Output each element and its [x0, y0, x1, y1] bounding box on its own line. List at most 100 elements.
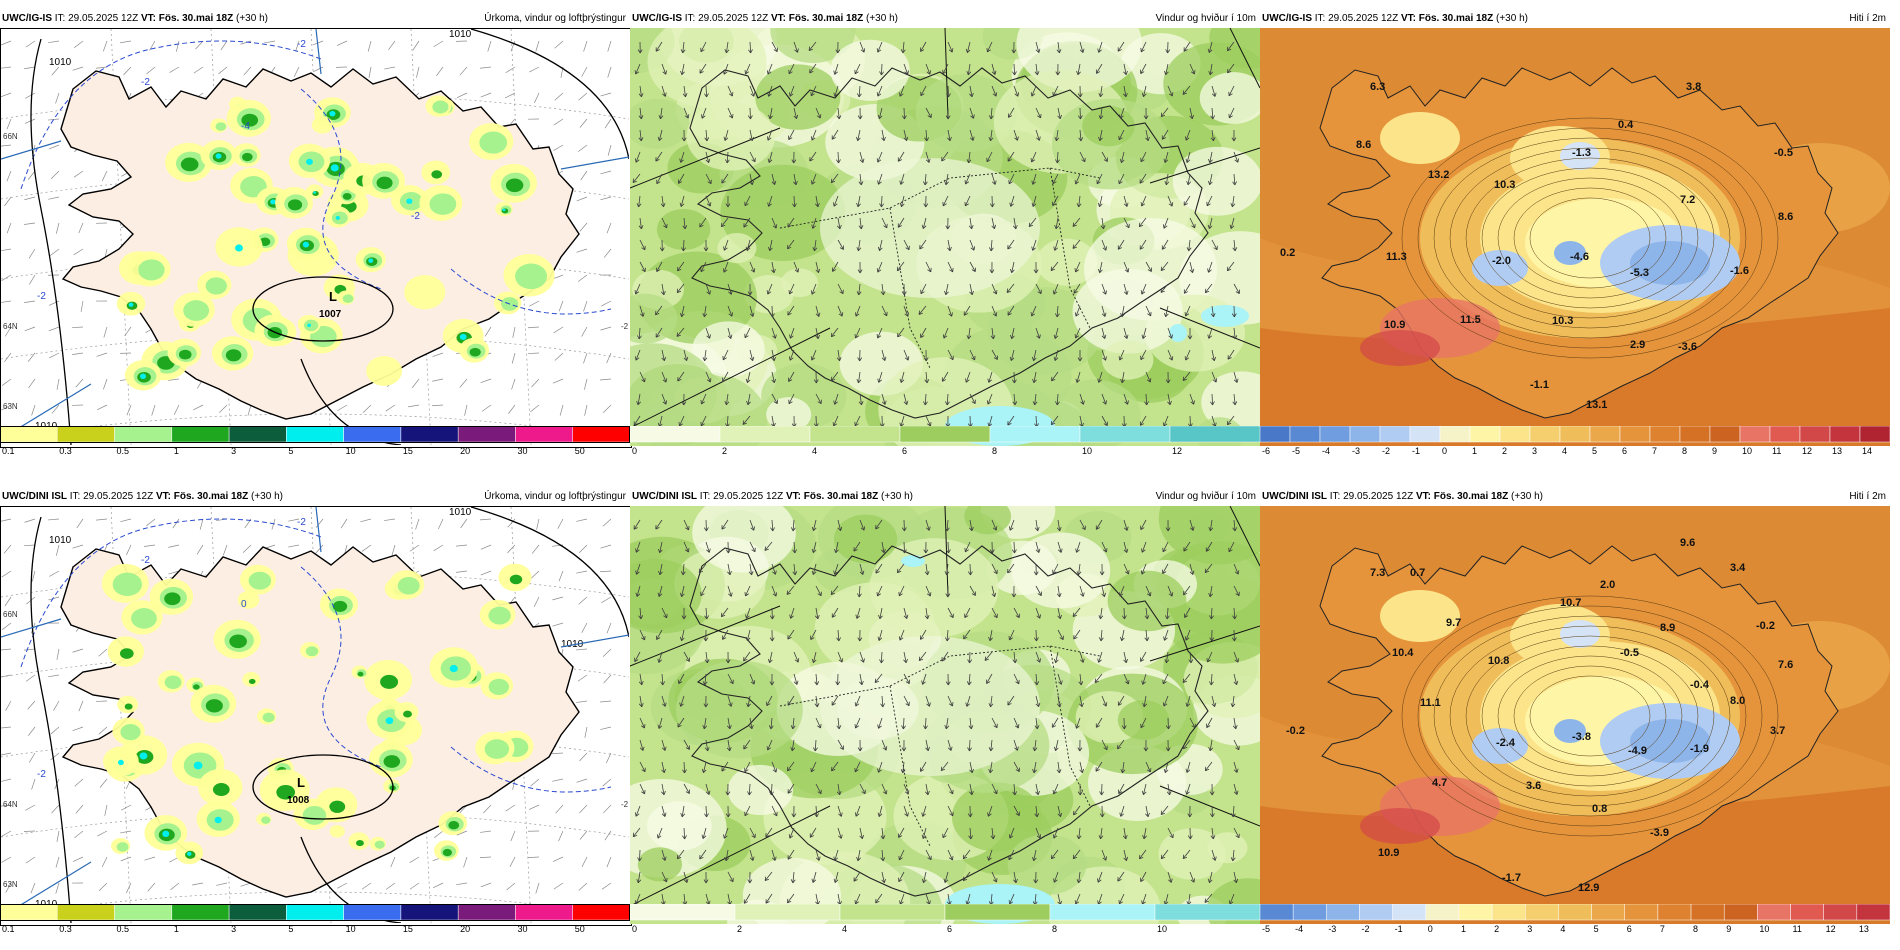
wind-arrow — [724, 393, 730, 406]
wind-arrow — [793, 173, 798, 186]
wind-arrow — [942, 827, 949, 839]
init-time: 29.05.2025 12Z — [713, 491, 784, 502]
wind-arrow — [1163, 761, 1169, 773]
wind-arrow — [900, 761, 906, 774]
vt-label: VT: — [155, 491, 171, 502]
temp-label: -2.4 — [1496, 737, 1516, 749]
wind-arrow — [1009, 195, 1015, 207]
wind-arrow — [793, 107, 799, 119]
wind-arrow — [1097, 261, 1103, 274]
wind-arrow — [925, 151, 931, 163]
wind-arrow — [854, 717, 861, 729]
wind-arrow — [1167, 85, 1174, 97]
wind-arrow — [859, 827, 865, 840]
wind-arrow — [786, 585, 795, 595]
wind-arrow — [856, 195, 861, 208]
wind-arrow — [661, 217, 668, 229]
panel-header: UWC/DINI ISL IT: 29.05.2025 12Z VT: Fös.… — [1262, 488, 1888, 506]
wind-arrow — [1099, 805, 1105, 818]
wind-arrow — [1098, 607, 1104, 620]
wind-arrow — [967, 805, 973, 818]
wind-arrow — [1189, 107, 1195, 120]
wind-arrow — [966, 63, 972, 76]
colorbar-swatch — [400, 426, 459, 443]
wind-arrow — [634, 805, 641, 817]
colorbar-swatch — [839, 904, 946, 921]
wind-arrow — [1057, 607, 1062, 620]
wind-arrow — [700, 415, 707, 427]
wind-arrow — [1167, 327, 1173, 339]
wind-arrow — [661, 805, 667, 817]
high-wind-area — [1169, 324, 1187, 342]
wind-arrow — [1121, 607, 1127, 620]
wind-arrow — [815, 327, 820, 340]
colorbar-label: 13 — [1859, 924, 1869, 934]
wind-arrow — [1121, 717, 1127, 730]
wind-arrow — [744, 63, 751, 75]
wind-arrow — [1097, 195, 1103, 207]
wind-arrow — [771, 41, 778, 53]
wind-arrow — [791, 151, 797, 164]
wind-arrow — [749, 173, 754, 186]
wind-arrow — [766, 63, 773, 75]
contour-label: -2 — [37, 291, 46, 302]
wind-arrow — [787, 783, 795, 794]
wind-arrow — [810, 283, 817, 295]
colorbar-swatch — [630, 904, 736, 921]
wind-arrow — [1167, 871, 1173, 883]
wind-arrow — [1167, 585, 1174, 597]
wind-arrow — [749, 305, 755, 317]
wind-arrow — [635, 585, 641, 597]
wind-arrow — [837, 805, 843, 817]
wind-arrow — [723, 63, 729, 75]
precip-cells — [101, 563, 534, 865]
wind-arrow — [1182, 673, 1191, 683]
wind-arrow — [991, 783, 998, 795]
wind-arrow — [1009, 519, 1015, 531]
wind-map — [630, 28, 1260, 446]
wind-arrow — [769, 607, 775, 620]
wind-arrow — [1008, 893, 1015, 905]
wind-arrow — [1230, 695, 1236, 708]
wind-arrow — [744, 805, 751, 817]
wind-arrow — [749, 261, 756, 273]
wind-arrow — [968, 217, 974, 230]
wind-arrow — [661, 783, 666, 796]
wind-arrow — [837, 305, 844, 317]
wind-arrow — [1160, 261, 1169, 271]
wind-arrow — [901, 519, 907, 532]
wind-arrow — [1185, 783, 1191, 795]
wind-arrow — [725, 195, 731, 208]
wind-arrow — [1205, 541, 1213, 552]
isobar-label: 1010 — [49, 57, 72, 68]
wind-arrow — [1052, 827, 1059, 839]
wind-arrow — [1167, 349, 1174, 361]
wind-arrow — [1233, 371, 1239, 383]
wind-arrow — [749, 541, 756, 553]
wind-arrow — [988, 739, 994, 752]
wind-arrow — [1011, 371, 1017, 384]
wind-arrow — [987, 849, 993, 861]
wind-arrow — [921, 827, 927, 839]
colorbar-swatch — [1349, 426, 1381, 443]
wind-arrow — [1230, 849, 1236, 862]
wind-arrow — [1165, 739, 1171, 752]
wind-arrow — [1057, 673, 1063, 685]
colorbar-swatch — [1292, 904, 1327, 921]
wind-arrow — [743, 651, 751, 662]
wind-arrow — [1119, 107, 1125, 119]
colorbar-label: 8 — [1682, 446, 1687, 456]
wind-arrow — [787, 217, 795, 228]
wind-arrow — [947, 695, 954, 707]
wind-arrow — [1145, 305, 1152, 317]
wind-arrow — [832, 415, 839, 427]
wind-arrow — [705, 151, 711, 163]
wind-arrow — [854, 415, 861, 427]
colorbar-swatch — [1591, 904, 1625, 921]
wind-arrow — [897, 217, 905, 228]
wind-arrow — [1057, 541, 1063, 553]
temp-label: 3.7 — [1770, 725, 1785, 737]
wind-arrow — [702, 349, 708, 362]
wind-arrow — [1233, 283, 1240, 294]
wind-arrow — [639, 305, 645, 317]
